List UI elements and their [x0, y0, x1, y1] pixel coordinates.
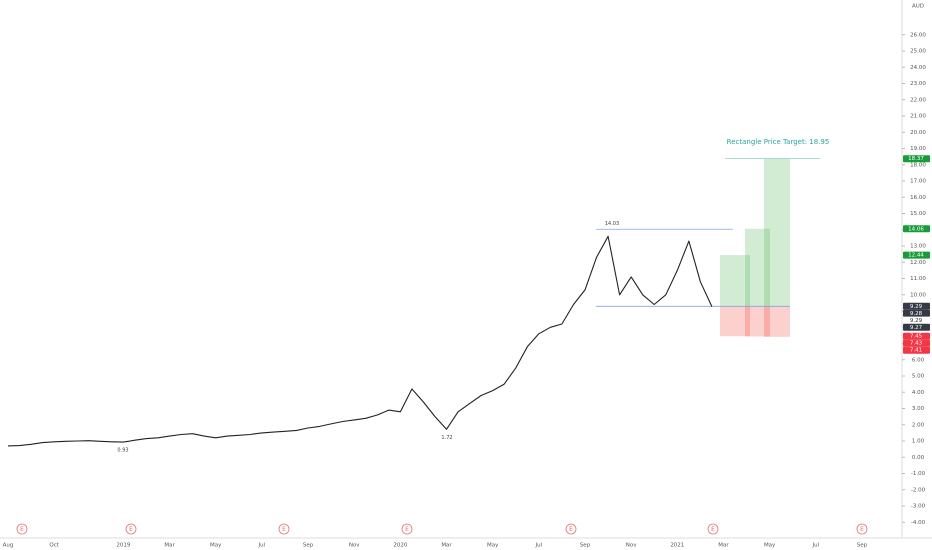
y-tick-label: 3.00: [912, 406, 925, 412]
earnings-label: E: [129, 526, 133, 533]
y-tick-label: -4.00: [911, 520, 926, 526]
x-tick-label: 2019: [116, 543, 130, 549]
low-annotation: 1.72: [441, 435, 452, 441]
price-tag-label: 9.28: [910, 311, 923, 317]
x-tick-label: Jul: [811, 543, 819, 549]
y-tick-label: 18.00: [910, 162, 926, 168]
y-tick-label: 1.00: [912, 439, 925, 445]
y-tick-label: 20.00: [910, 130, 926, 136]
price-tag-label: 9.27: [910, 325, 923, 331]
y-tick-label: 16.00: [910, 195, 926, 201]
earnings-label: E: [20, 526, 24, 533]
stop-box: [720, 306, 750, 337]
earnings-marker: [401, 523, 413, 535]
x-tick-label: Jul: [535, 543, 543, 549]
x-tick-label: Mar: [718, 543, 729, 549]
y-tick-label: 5.00: [912, 374, 925, 380]
y-tick-label: 11.00: [910, 276, 926, 282]
target-box: [764, 158, 790, 307]
earnings-marker: [125, 523, 137, 535]
x-tick-label: Nov: [626, 543, 637, 549]
x-tick-label: Mar: [441, 543, 452, 549]
price-tag-label: 7.41: [910, 348, 922, 354]
x-tick-label: May: [210, 543, 222, 549]
y-tick-label: 15.00: [910, 211, 926, 217]
x-tick-label: Sep: [857, 543, 868, 549]
earnings-marker: [565, 523, 577, 535]
target-label: Rectangle Price Target: 18.95: [727, 138, 830, 146]
y-tick-label: 22.00: [910, 97, 926, 103]
x-tick-label: Aug: [3, 543, 14, 549]
price-tag: [903, 339, 930, 347]
y-tick-label: 6.00: [912, 357, 925, 363]
y-tick-label: 24.00: [910, 65, 926, 71]
y-tick-label: 23.00: [910, 81, 926, 87]
price-tag-label: 7.43: [910, 341, 923, 347]
price-tag: [903, 309, 930, 317]
price-tag-label: 14.06: [908, 226, 924, 232]
price-tag-label: 7.45: [910, 334, 923, 340]
y-tick-label: -3.00: [911, 504, 926, 510]
y-tick-label: 17.00: [910, 179, 926, 185]
price-tag-label: 12.44: [908, 253, 924, 259]
earnings-label: E: [405, 526, 409, 533]
earnings-label: E: [282, 526, 286, 533]
y-tick-label: 12.00: [910, 260, 926, 266]
earnings-marker: [856, 523, 868, 535]
x-tick-label: Oct: [49, 543, 59, 549]
price-line: [7, 235, 713, 447]
target-box: [745, 228, 770, 307]
earnings-marker: [707, 523, 719, 535]
currency-label: AUD: [912, 4, 924, 10]
price-tag: [903, 225, 930, 233]
earnings-marker: [278, 523, 290, 535]
price-tag: [903, 251, 930, 259]
y-tick-label: 2.00: [912, 422, 925, 428]
x-tick-label: Nov: [349, 543, 360, 549]
stop-box: [745, 306, 770, 337]
y-tick-label: 13.00: [910, 244, 926, 250]
y-tick-label: 4.00: [912, 390, 925, 396]
y-tick-label: 26.00: [910, 32, 926, 38]
earnings-label: E: [860, 526, 864, 533]
earnings-label: E: [569, 526, 573, 533]
price-tag-label: 9.29: [910, 318, 923, 324]
high-annotation: 14.03: [605, 221, 619, 227]
y-tick-label: 21.00: [910, 114, 926, 120]
y-tick-label: 19.00: [910, 146, 926, 152]
x-tick-label: 2021: [670, 543, 684, 549]
price-tag-label: 18.37: [908, 156, 924, 162]
x-tick-label: May: [487, 543, 499, 549]
x-tick-label: Sep: [303, 543, 314, 549]
y-tick-label: -2.00: [911, 487, 926, 493]
price-tag: [903, 316, 930, 324]
x-tick-label: Jul: [258, 543, 266, 549]
price-tag: [903, 155, 930, 163]
earnings-marker: [16, 523, 28, 535]
x-tick-label: May: [764, 543, 776, 549]
stop-box: [764, 306, 790, 337]
price-tag: [903, 323, 930, 331]
y-tick-label: -1.00: [911, 471, 926, 477]
price-tag: [903, 302, 930, 310]
x-tick-label: Mar: [164, 543, 175, 549]
price-tag: [903, 332, 930, 340]
price-tag-label: 9.29: [910, 304, 923, 310]
y-tick-label: 10.00: [910, 292, 926, 298]
y-tick-label: 25.00: [910, 49, 926, 55]
low-annotation: 0.93: [117, 448, 128, 454]
x-tick-label: 2020: [393, 543, 407, 549]
price-tag: [903, 346, 930, 354]
target-box: [720, 255, 750, 307]
y-tick-label: 0.00: [912, 455, 925, 461]
earnings-label: E: [711, 526, 715, 533]
x-tick-label: Sep: [580, 543, 591, 549]
